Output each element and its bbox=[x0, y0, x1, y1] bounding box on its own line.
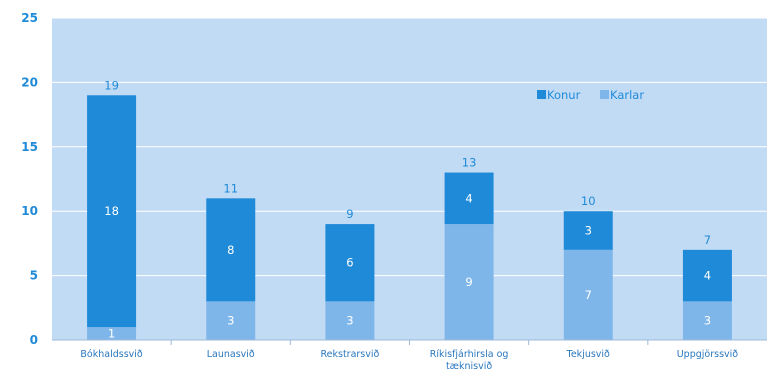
bar-segment-karlar bbox=[563, 249, 613, 340]
legend-swatch-karlar bbox=[600, 90, 609, 99]
x-axis: Bókhaldssvið Launasvið Rekstrarsvið Ríkisfj… bbox=[80, 340, 738, 371]
bar-segment-konur bbox=[682, 249, 732, 302]
legend: Konur Karlar bbox=[537, 88, 644, 102]
y-tick-label: 10 bbox=[21, 204, 38, 218]
segment-value-label: 8 bbox=[227, 243, 234, 257]
segment-value-label: 3 bbox=[585, 224, 592, 238]
bar-segment-karlar bbox=[87, 327, 137, 340]
total-value-label: 7 bbox=[704, 233, 711, 247]
y-tick-label: 25 bbox=[21, 11, 38, 25]
y-tick-label: 5 bbox=[30, 269, 38, 283]
y-tick-label: 0 bbox=[30, 333, 38, 347]
y-axis: 0 5 10 15 20 25 bbox=[21, 11, 38, 347]
segment-value-label: 1 bbox=[108, 327, 115, 341]
bar-segment-karlar bbox=[682, 301, 732, 340]
segment-value-label: 4 bbox=[465, 191, 472, 205]
bars: 1 18 19 3 8 11 3 6 9 9 4 13 7 3 10 3 4 7 bbox=[87, 78, 732, 341]
category-label: Ríkisfjárhirsla og bbox=[430, 349, 509, 360]
total-value-label: 9 bbox=[346, 207, 353, 221]
bar-segment-konur bbox=[325, 224, 375, 302]
bar-segment-konur bbox=[563, 211, 613, 250]
segment-value-label: 9 bbox=[465, 275, 472, 289]
category-label: Rekstrarsvið bbox=[320, 349, 379, 360]
bar-segment-karlar bbox=[325, 301, 375, 340]
legend-label-konur: Konur bbox=[547, 88, 581, 102]
segment-value-label: 3 bbox=[227, 314, 234, 328]
total-value-label: 10 bbox=[581, 194, 596, 208]
segment-value-label: 6 bbox=[346, 256, 353, 270]
y-tick-label: 15 bbox=[21, 140, 38, 154]
y-tick-label: 20 bbox=[21, 75, 38, 89]
segment-value-label: 3 bbox=[346, 314, 353, 328]
legend-label-karlar: Karlar bbox=[610, 88, 644, 102]
gridlines bbox=[52, 17, 767, 277]
segment-value-label: 3 bbox=[704, 314, 711, 328]
legend-swatch-konur bbox=[537, 90, 546, 99]
segment-value-label: 18 bbox=[104, 204, 119, 218]
segment-value-label: 7 bbox=[585, 288, 592, 302]
total-value-label: 19 bbox=[104, 78, 119, 92]
bar-segment-karlar bbox=[206, 301, 256, 340]
bar-segment-konur bbox=[206, 198, 256, 302]
plot-background bbox=[52, 18, 767, 340]
category-label: Launasvið bbox=[207, 349, 255, 360]
category-label: Uppgjörssvið bbox=[677, 349, 739, 360]
total-value-label: 11 bbox=[223, 181, 238, 195]
bar-segment-karlar bbox=[444, 224, 494, 340]
total-value-label: 13 bbox=[462, 156, 477, 170]
category-label: Tekjusvið bbox=[566, 349, 610, 360]
category-label-line2: tæknisvið bbox=[446, 361, 492, 371]
bar-segment-konur bbox=[87, 95, 137, 328]
segment-value-label: 4 bbox=[704, 269, 711, 283]
category-label: Bókhaldssvið bbox=[80, 349, 143, 360]
bar-segment-konur bbox=[444, 172, 494, 225]
